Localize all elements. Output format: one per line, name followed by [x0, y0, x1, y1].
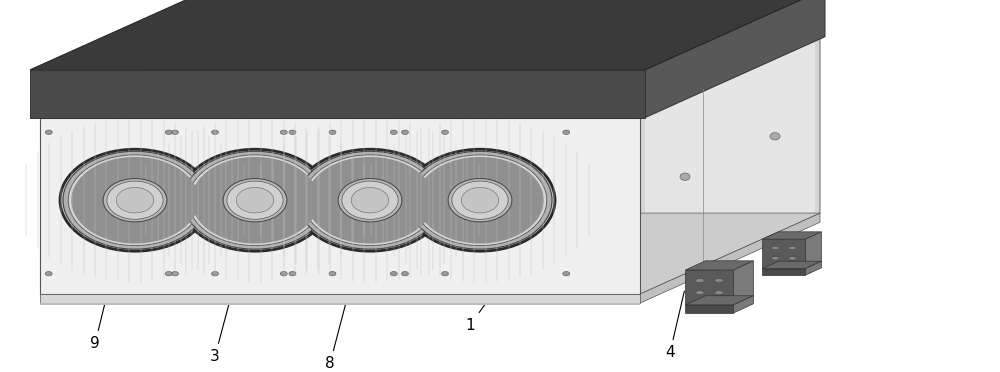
Ellipse shape: [771, 256, 779, 260]
Ellipse shape: [71, 157, 199, 244]
Ellipse shape: [295, 149, 445, 251]
Ellipse shape: [180, 149, 330, 251]
Polygon shape: [733, 261, 753, 305]
Ellipse shape: [338, 179, 402, 222]
Polygon shape: [805, 261, 821, 275]
Ellipse shape: [452, 181, 508, 219]
Polygon shape: [685, 270, 733, 305]
Polygon shape: [685, 305, 733, 313]
Ellipse shape: [329, 130, 336, 134]
Ellipse shape: [165, 130, 172, 134]
Ellipse shape: [680, 173, 690, 180]
Ellipse shape: [212, 130, 218, 134]
Ellipse shape: [165, 272, 172, 276]
Polygon shape: [762, 269, 805, 275]
Ellipse shape: [103, 179, 167, 222]
Ellipse shape: [461, 187, 499, 213]
Polygon shape: [733, 296, 753, 313]
Ellipse shape: [223, 179, 287, 222]
Polygon shape: [30, 0, 825, 70]
Ellipse shape: [408, 151, 552, 249]
Ellipse shape: [45, 130, 52, 134]
Polygon shape: [762, 261, 821, 269]
Ellipse shape: [390, 130, 397, 134]
Ellipse shape: [390, 272, 397, 276]
Text: 2: 2: [597, 13, 715, 80]
Polygon shape: [805, 232, 821, 269]
Ellipse shape: [342, 181, 398, 219]
Polygon shape: [685, 296, 753, 305]
Ellipse shape: [298, 151, 442, 249]
Ellipse shape: [789, 256, 796, 260]
Ellipse shape: [715, 291, 723, 295]
Polygon shape: [762, 239, 805, 269]
Ellipse shape: [68, 155, 202, 246]
Polygon shape: [40, 303, 640, 305]
Text: 3: 3: [210, 265, 239, 364]
Polygon shape: [40, 213, 820, 294]
Text: 9: 9: [90, 265, 114, 351]
Ellipse shape: [191, 157, 319, 244]
Polygon shape: [645, 39, 815, 292]
Ellipse shape: [770, 133, 780, 140]
Ellipse shape: [116, 187, 154, 213]
Ellipse shape: [563, 272, 570, 276]
Ellipse shape: [351, 187, 389, 213]
Ellipse shape: [172, 130, 179, 134]
Polygon shape: [685, 261, 753, 270]
Ellipse shape: [183, 151, 327, 249]
Polygon shape: [30, 70, 645, 118]
Ellipse shape: [442, 130, 448, 134]
Ellipse shape: [306, 157, 434, 244]
Ellipse shape: [442, 272, 448, 276]
Polygon shape: [645, 0, 825, 118]
Ellipse shape: [303, 155, 437, 246]
Ellipse shape: [280, 272, 287, 276]
Ellipse shape: [695, 278, 704, 283]
Ellipse shape: [695, 291, 704, 295]
Polygon shape: [40, 37, 820, 118]
Ellipse shape: [413, 155, 547, 246]
Ellipse shape: [289, 272, 296, 276]
Ellipse shape: [45, 272, 52, 276]
Ellipse shape: [563, 130, 570, 134]
Ellipse shape: [405, 149, 555, 251]
Ellipse shape: [107, 181, 163, 219]
Text: 4: 4: [665, 291, 684, 360]
Polygon shape: [762, 232, 821, 239]
Text: 8: 8: [325, 271, 354, 371]
Polygon shape: [40, 118, 640, 294]
Ellipse shape: [416, 157, 544, 244]
Ellipse shape: [60, 149, 210, 251]
Text: 1: 1: [465, 245, 528, 333]
Ellipse shape: [172, 272, 179, 276]
Ellipse shape: [289, 130, 296, 134]
Ellipse shape: [401, 272, 409, 276]
Polygon shape: [40, 294, 640, 303]
Ellipse shape: [227, 181, 283, 219]
Ellipse shape: [715, 278, 723, 283]
Polygon shape: [640, 37, 820, 294]
Ellipse shape: [789, 246, 796, 250]
Ellipse shape: [188, 155, 322, 246]
Ellipse shape: [329, 272, 336, 276]
Ellipse shape: [771, 246, 779, 250]
Ellipse shape: [280, 130, 287, 134]
Ellipse shape: [236, 187, 274, 213]
Ellipse shape: [401, 130, 409, 134]
Polygon shape: [640, 213, 820, 303]
Ellipse shape: [212, 272, 218, 276]
Ellipse shape: [448, 179, 512, 222]
Ellipse shape: [63, 151, 207, 249]
